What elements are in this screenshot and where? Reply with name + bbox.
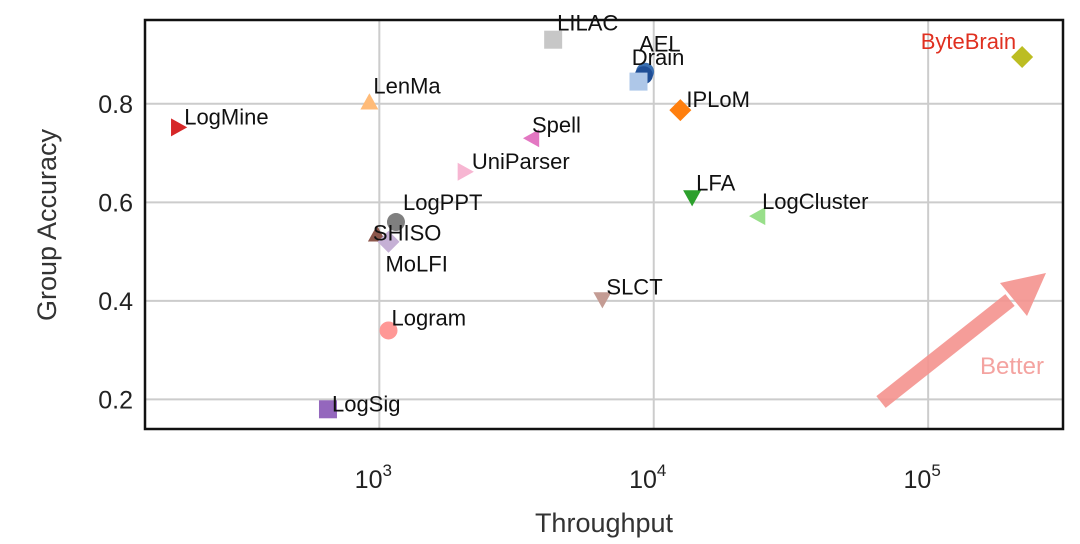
y-tick-label: 0.6 bbox=[98, 189, 133, 217]
point-label-drain: Drain bbox=[632, 45, 685, 70]
point-shiso-marker bbox=[367, 225, 386, 242]
better-arrow-shaft bbox=[876, 294, 1015, 408]
y-tick-label: 0.8 bbox=[98, 91, 133, 119]
point-label-lfa: LFA bbox=[696, 170, 735, 195]
point-lfa-marker bbox=[683, 190, 702, 207]
y-axis-title: Group Accuracy bbox=[32, 128, 62, 321]
point-label-iplom: IPLoM bbox=[686, 87, 750, 112]
point-label-spell: Spell bbox=[532, 112, 581, 137]
point-label-logmine: LogMine bbox=[184, 104, 268, 129]
point-label-uniparser: UniParser bbox=[472, 149, 570, 174]
x-tick-label: 103 bbox=[355, 461, 392, 494]
point-lenma-marker bbox=[360, 93, 379, 110]
point-label-bytebrain: ByteBrain bbox=[921, 29, 1016, 54]
point-unlabeled-marker bbox=[629, 72, 648, 91]
data-points bbox=[171, 30, 1034, 419]
x-axis-title: Throughput bbox=[535, 508, 674, 538]
point-lilac-marker bbox=[544, 30, 563, 49]
grid-lines bbox=[145, 20, 1063, 429]
plot-background bbox=[145, 20, 1063, 429]
x-tick-label: 104 bbox=[629, 461, 666, 494]
point-slct-marker bbox=[593, 292, 612, 309]
point-label-shiso: SHISO bbox=[373, 220, 441, 245]
point-label-logppt: LogPPT bbox=[403, 190, 483, 215]
point-bytebrain-marker bbox=[1011, 45, 1034, 68]
plot-frame bbox=[143, 18, 1065, 431]
point-label-logcluster: LogCluster bbox=[762, 189, 868, 214]
better-annotation: Better bbox=[980, 353, 1044, 380]
point-label-ael: AEL bbox=[639, 32, 681, 57]
point-label-logram: Logram bbox=[391, 305, 466, 330]
point-label-lenma: LenMa bbox=[373, 73, 441, 98]
point-molfi-marker bbox=[377, 230, 400, 253]
point-logram-marker bbox=[379, 321, 398, 340]
point-iplom-marker bbox=[669, 99, 692, 122]
x-tick-label: 105 bbox=[904, 461, 941, 494]
y-tick-label: 0.2 bbox=[98, 386, 133, 414]
point-uniparser-marker bbox=[457, 162, 474, 181]
point-label-slct: SLCT bbox=[606, 274, 662, 299]
point-label-logsig: LogSig bbox=[332, 391, 401, 416]
point-spell-marker bbox=[522, 129, 540, 148]
point-logcluster-marker bbox=[749, 207, 766, 226]
point-logppt-marker bbox=[386, 213, 405, 232]
x-tick-labels: 103 104 105 bbox=[355, 461, 941, 494]
point-logsig-marker bbox=[318, 400, 337, 419]
point-label-lilac: LILAC bbox=[557, 11, 618, 36]
y-tick-label: 0.4 bbox=[98, 288, 133, 316]
point-label-molfi: MoLFI bbox=[385, 252, 447, 277]
better-arrow-head bbox=[1000, 273, 1046, 316]
point-logmine-marker bbox=[171, 118, 188, 137]
better-arrow bbox=[876, 273, 1046, 408]
y-tick-labels: 0.2 0.4 0.6 0.8 bbox=[98, 91, 133, 415]
